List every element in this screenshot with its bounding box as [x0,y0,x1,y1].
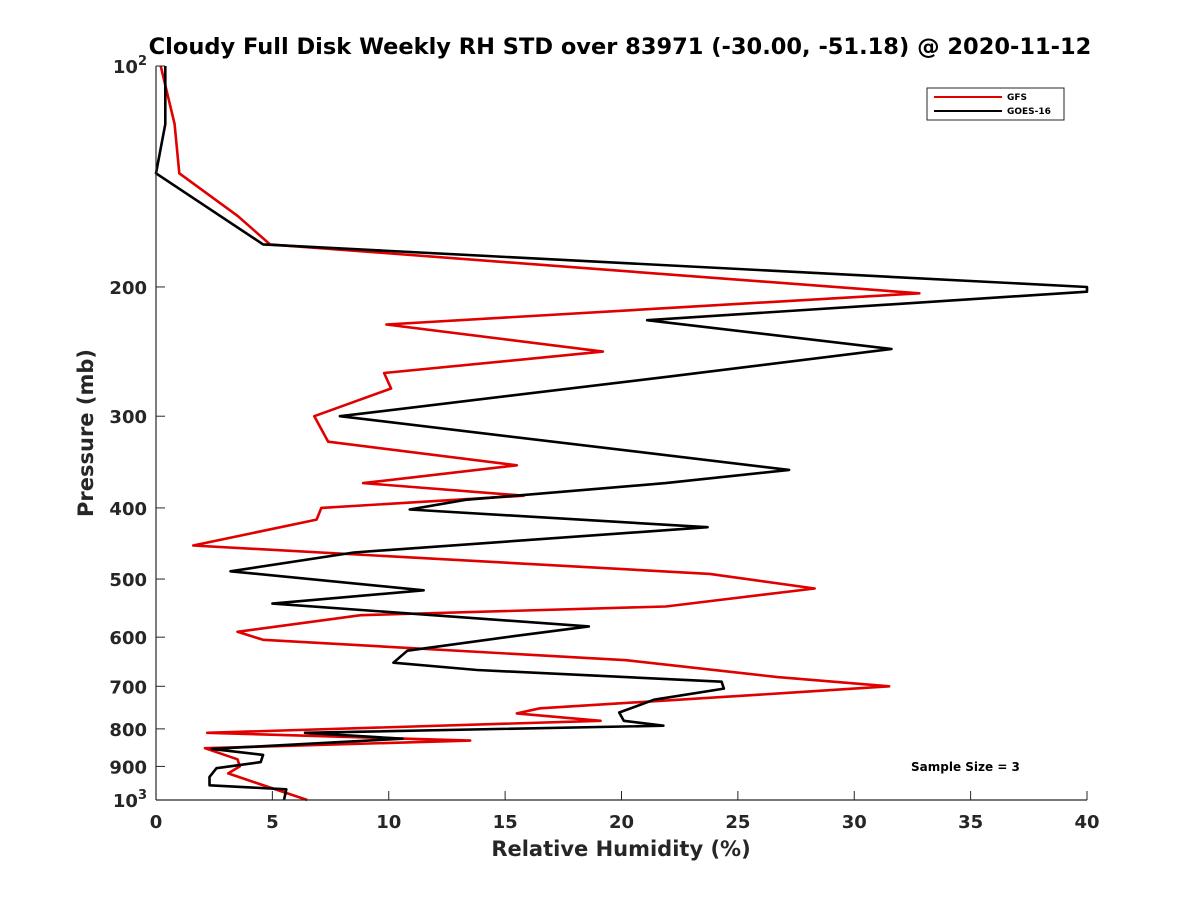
chart-title: Cloudy Full Disk Weekly RH STD over 8397… [149,34,1092,60]
y-tick-label: 103 [113,788,147,812]
y-tick-label: 300 [109,407,147,428]
sample-size-annotation: Sample Size = 3 [911,760,1020,774]
x-axis-label: Relative Humidity (%) [491,837,750,861]
y-tick-label: 400 [109,499,147,520]
x-tick-label: 20 [609,812,634,833]
legend-label-gfs: GFS [1007,93,1027,103]
y-tick-label: 102 [113,54,147,78]
series-line-gfs [159,65,921,802]
x-tick-label: 5 [266,812,279,833]
y-ticks: 102 200 300 400 500 600 700 800 900 103 [109,54,165,812]
x-tick-label: 40 [1074,812,1099,833]
y-tick-label: 700 [109,677,147,698]
y-tick-label: 900 [109,757,147,778]
y-tick-label: 500 [109,570,147,591]
x-tick-label: 25 [725,812,750,833]
series-line-goes16 [154,66,1089,801]
y-tick-label: 600 [109,628,147,649]
x-tick-label: 15 [493,812,518,833]
legend-label-goes16: GOES-16 [1007,107,1051,117]
x-tick-label: 30 [842,812,867,833]
x-tick-label: 10 [376,812,401,833]
y-tick-label: 800 [109,720,147,741]
x-tick-label: 35 [958,812,983,833]
x-ticks: 0 5 10 15 20 25 30 35 40 [150,791,1100,833]
legend-box [926,87,1065,121]
x-tick-label: 0 [150,812,163,833]
y-tick-label: 200 [109,278,147,299]
legend: GFS GOES-16 [926,87,1065,121]
y-axis-label: Pressure (mb) [74,349,98,517]
plot-area [154,65,1089,802]
